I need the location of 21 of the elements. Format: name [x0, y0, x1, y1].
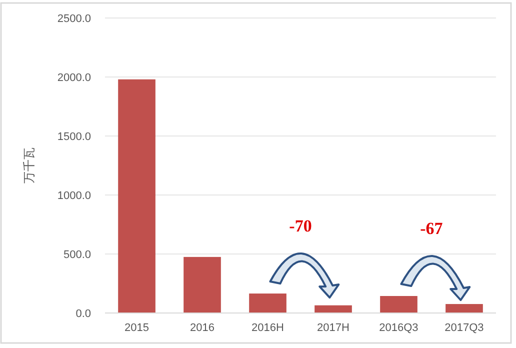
y-tick-label: 500.0: [63, 248, 91, 261]
y-tick-label: 2500.0: [57, 12, 91, 25]
y-tick-label: 2000.0: [57, 72, 91, 84]
x-tick-label: 2017Q3: [444, 322, 484, 334]
x-tick-label: 2016Q3: [379, 322, 418, 334]
x-tick-label: 2016: [190, 322, 214, 334]
y-axis-title: 万千瓦: [22, 148, 36, 184]
y-tick-label: 1000.0: [57, 190, 91, 202]
bar: [446, 304, 483, 313]
x-tick-label: 2017H: [317, 322, 350, 334]
bar: [314, 305, 352, 313]
y-tick-label: 0.0: [76, 308, 91, 320]
bar: [380, 296, 418, 313]
annotation: -67: [420, 219, 444, 238]
bar: [249, 294, 286, 313]
x-tick-label: 2015: [124, 322, 150, 334]
x-tick-label: 2016H: [252, 322, 284, 334]
y-tick-label: 1500.0: [57, 130, 91, 143]
bar: [118, 79, 156, 313]
bar: [184, 256, 221, 313]
annotation: -70: [289, 216, 312, 236]
